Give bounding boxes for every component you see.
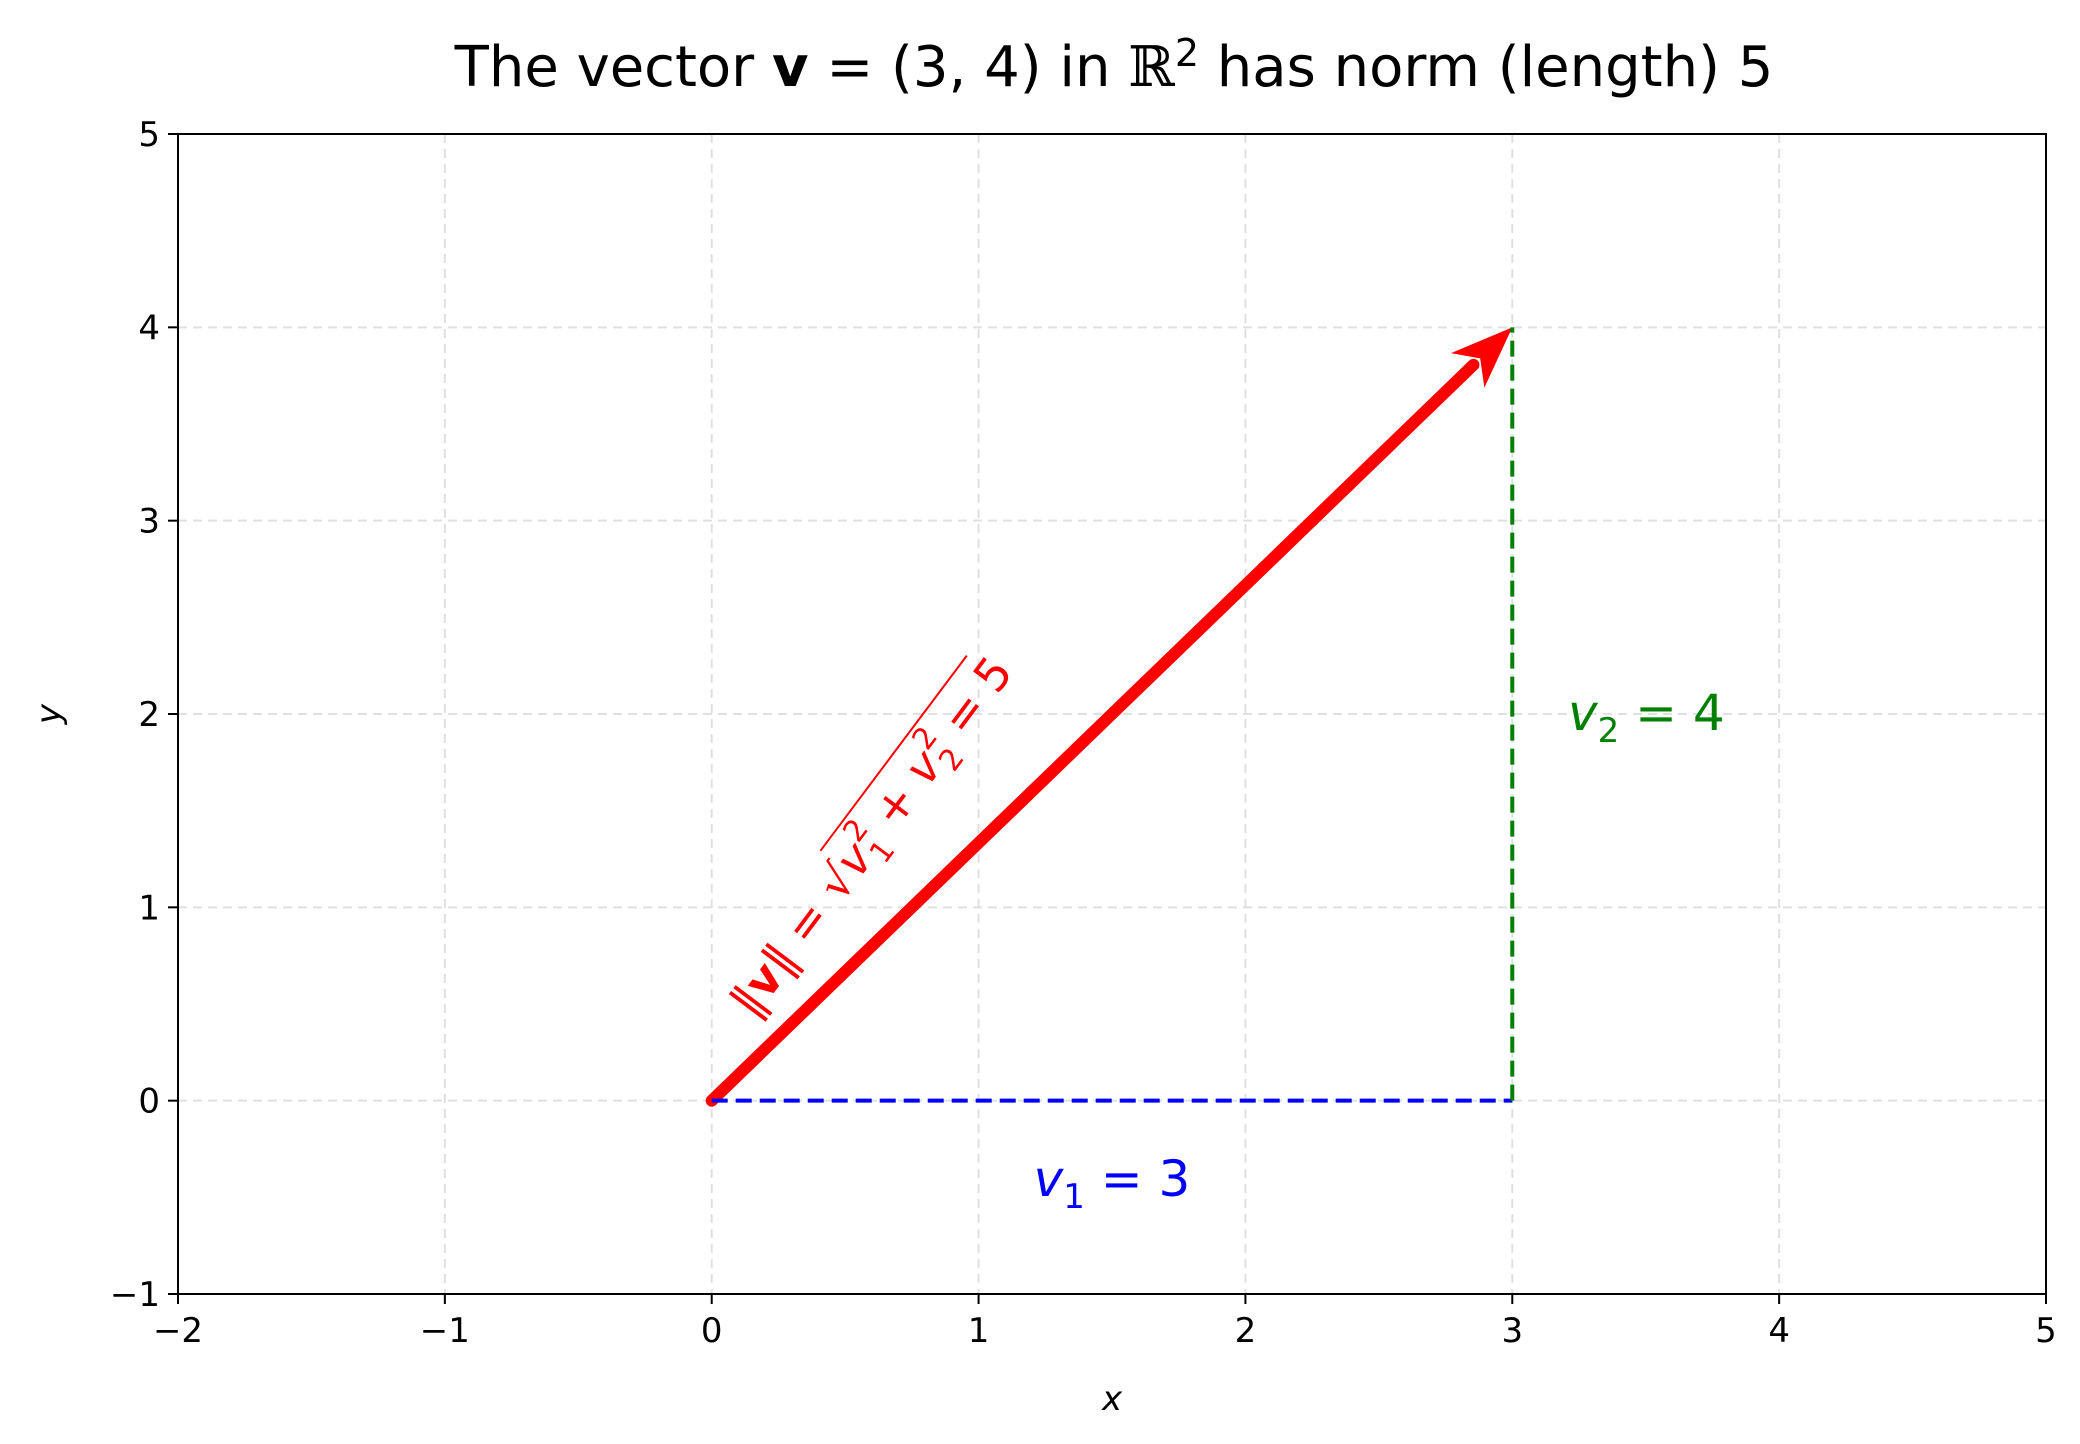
x-tick-label: −1 (420, 1311, 470, 1351)
vector-arrow-head (1451, 327, 1513, 388)
x-axis-label: x (1101, 1379, 1123, 1419)
x-tick-label: 5 (2035, 1311, 2057, 1351)
x-tick-label: 0 (701, 1311, 723, 1351)
y-axis-label: y (29, 703, 69, 725)
x-tick-label: 3 (1501, 1311, 1523, 1351)
x-tick-label: −2 (153, 1311, 203, 1351)
v1-annotation: v1 = 3 (1034, 1150, 1191, 1217)
y-tick-label: −1 (110, 1275, 160, 1315)
y-tick-label: 0 (138, 1082, 160, 1122)
sqrt-vinculum (819, 655, 968, 852)
y-tick-label: 3 (138, 502, 160, 542)
y-tick-label: 5 (138, 115, 160, 155)
x-tick-label: 4 (1768, 1311, 1790, 1351)
x-tick-label: 1 (968, 1311, 990, 1351)
y-tick-label: 2 (138, 695, 160, 735)
vector-arrow-shaft (705, 358, 1480, 1107)
v2-annotation: v2 = 4 (1568, 684, 1725, 751)
x-tick-label: 2 (1235, 1311, 1257, 1351)
y-tick-label: 4 (138, 308, 160, 348)
series-group (705, 327, 1515, 1107)
y-tick-label: 1 (138, 888, 160, 928)
chart-title: The vector v = (3, 4) in ℝ2 has norm (le… (454, 31, 1774, 100)
